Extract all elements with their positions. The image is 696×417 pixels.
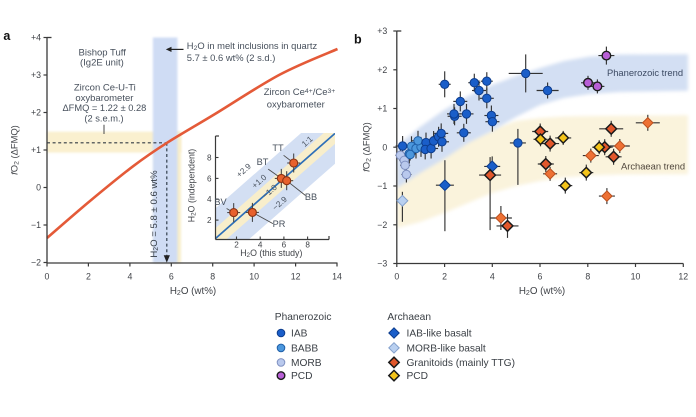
svg-text:(Ig2E unit): (Ig2E unit): [80, 57, 124, 68]
svg-text:14: 14: [332, 271, 342, 281]
svg-text:MORB-like basalt: MORB-like basalt: [407, 343, 486, 354]
svg-text:6: 6: [282, 241, 287, 250]
svg-text:Archaean trend: Archaean trend: [621, 160, 685, 171]
svg-text:fO2 (ΔFMQ): fO2 (ΔFMQ): [361, 122, 373, 172]
svg-text:−2: −2: [377, 220, 387, 230]
svg-text:−3: −3: [377, 259, 387, 269]
svg-text:IAB: IAB: [291, 329, 308, 340]
svg-text:Zircon Ce4+/Ce3+: Zircon Ce4+/Ce3+: [264, 87, 336, 98]
svg-text:Phanerozoic trend: Phanerozoic trend: [607, 67, 683, 78]
svg-text:12: 12: [678, 271, 688, 281]
svg-text:4: 4: [258, 241, 263, 250]
svg-text:5.7 ± 0.6 wt% (2 s.d.): 5.7 ± 0.6 wt% (2 s.d.): [187, 52, 276, 63]
svg-text:8: 8: [305, 241, 310, 250]
svg-text:BT: BT: [257, 157, 269, 167]
svg-text:2: 2: [234, 241, 239, 250]
svg-text:8: 8: [210, 271, 215, 281]
svg-text:Archaean: Archaean: [387, 312, 431, 323]
svg-text:PCD: PCD: [291, 371, 313, 382]
svg-text:BB: BB: [305, 192, 317, 202]
svg-text:IAB-like basalt: IAB-like basalt: [407, 329, 472, 340]
svg-text:+2: +2: [377, 65, 387, 75]
svg-text:+4: +4: [31, 33, 41, 43]
svg-text:8: 8: [585, 271, 590, 281]
svg-text:fO2 (ΔFMQ): fO2 (ΔFMQ): [9, 125, 21, 175]
svg-text:4: 4: [127, 271, 132, 281]
svg-text:2: 2: [442, 271, 447, 281]
svg-text:0: 0: [382, 142, 387, 152]
svg-text:4: 4: [207, 195, 212, 204]
svg-text:8: 8: [207, 154, 212, 163]
svg-text:Zircon Ce-U-Ti: Zircon Ce-U-Ti: [74, 82, 136, 93]
svg-text:H2O in melt inclusions in quar: H2O in melt inclusions in quartz: [187, 40, 318, 52]
svg-text:Bishop Tuff: Bishop Tuff: [79, 48, 127, 59]
svg-text:Granitoids (mainly TTG): Granitoids (mainly TTG): [407, 358, 516, 369]
svg-text:BV: BV: [214, 197, 227, 207]
svg-text:H2O (independent): H2O (independent): [187, 149, 198, 223]
svg-text:H2O (wt%): H2O (wt%): [170, 286, 216, 297]
svg-text:6: 6: [207, 174, 212, 183]
svg-text:(2 s.e.m.): (2 s.e.m.): [84, 114, 123, 124]
svg-text:+3: +3: [377, 26, 387, 36]
svg-text:PCD: PCD: [407, 371, 429, 382]
svg-text:0: 0: [36, 183, 41, 193]
svg-text:H2O = 5.8 ± 0.6 wt%: H2O = 5.8 ± 0.6 wt%: [149, 170, 160, 258]
svg-text:+1: +1: [31, 145, 41, 155]
svg-text:−2: −2: [31, 258, 41, 268]
svg-text:0: 0: [45, 271, 50, 281]
svg-text:+2: +2: [31, 108, 41, 118]
svg-text:+3: +3: [31, 70, 41, 80]
svg-text:a: a: [3, 29, 11, 43]
svg-text:12: 12: [291, 271, 301, 281]
svg-text:2: 2: [86, 271, 91, 281]
svg-text:H2O (this study): H2O (this study): [240, 248, 302, 259]
svg-text:b: b: [354, 33, 362, 47]
svg-text:6: 6: [538, 271, 543, 281]
svg-text:0: 0: [394, 271, 399, 281]
svg-text:H2O (wt%): H2O (wt%): [519, 286, 565, 297]
svg-text:4: 4: [490, 271, 495, 281]
svg-text:10: 10: [631, 271, 641, 281]
svg-text:oxybarometer: oxybarometer: [75, 93, 133, 104]
svg-text:BABB: BABB: [291, 343, 318, 354]
svg-text:−1: −1: [31, 220, 41, 230]
svg-text:10: 10: [249, 271, 259, 281]
svg-text:+1: +1: [377, 104, 387, 114]
svg-text:MORB: MORB: [291, 358, 322, 369]
svg-text:ΔFMQ = 1.22 ± 0.28: ΔFMQ = 1.22 ± 0.28: [62, 103, 146, 113]
svg-text:2: 2: [207, 216, 212, 225]
svg-text:oxybarometer: oxybarometer: [267, 99, 325, 110]
svg-text:TT: TT: [272, 143, 284, 153]
svg-text:Phanerozoic: Phanerozoic: [275, 312, 332, 323]
svg-text:6: 6: [169, 271, 174, 281]
svg-text:PR: PR: [273, 219, 286, 229]
svg-text:−1: −1: [377, 181, 387, 191]
